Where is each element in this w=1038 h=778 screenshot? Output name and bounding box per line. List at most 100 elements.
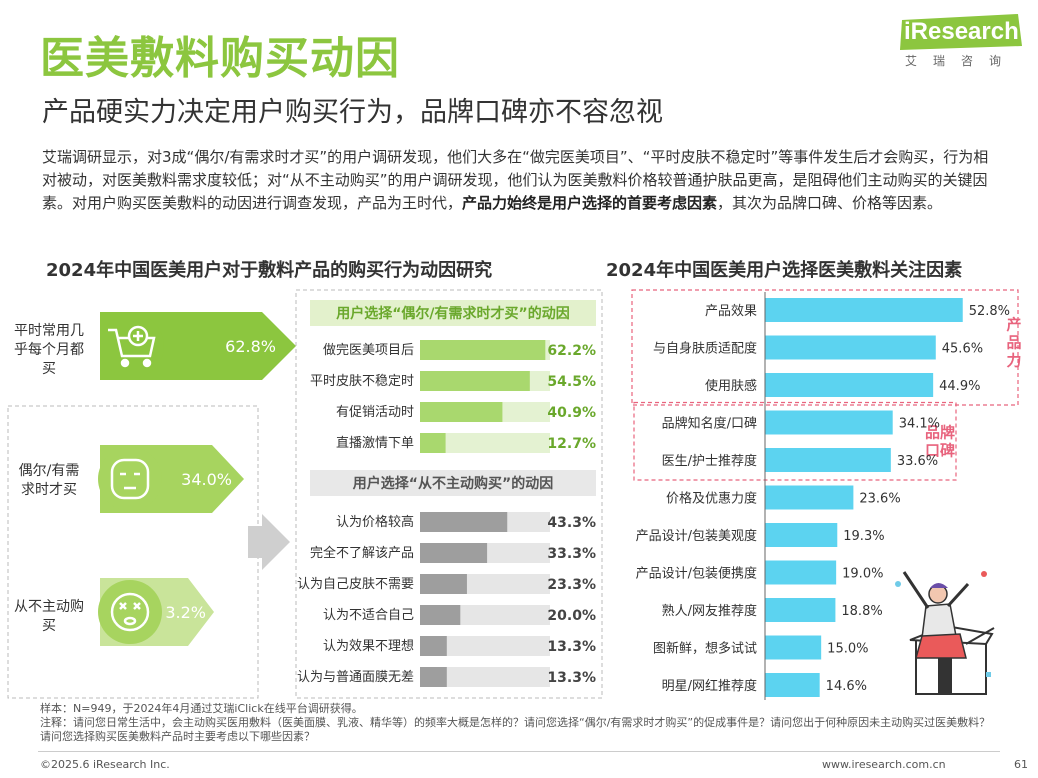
reasons-panel: 用户选择“偶尔/有需求时才买”的动因 用户选择“从不主动购买”的动因 做完医美项… — [295, 289, 603, 699]
segment-never: 3.2% — [98, 578, 214, 646]
never-reason-value: 20.0% — [547, 608, 596, 624]
factor-label: 产品效果 — [705, 304, 757, 319]
never-reason-bar — [420, 667, 447, 687]
factor-bar — [765, 448, 891, 472]
intro-paragraph: 艾瑞调研显示，对3成“偶尔/有需求时才买”的用户调研发现，他们大多在“做完医美项… — [42, 146, 1002, 215]
question-note: 注释：请问您日常生活中，会主动购买医用敷料（医美面膜、乳液、精华等）的频率大概是… — [40, 716, 991, 743]
iresearch-logo: iResearch 艾瑞咨询 — [900, 14, 1022, 70]
never-reason-label: 完全不了解该产品 — [310, 545, 414, 561]
factor-value: 15.0% — [827, 642, 868, 657]
occasional-reason-label: 平时皮肤不稳定时 — [310, 373, 414, 389]
segment-icon-bg-3 — [98, 580, 162, 644]
footer-notes: 样本：N=949，于2024年4月通过艾瑞iClick在线平台调研获得。 注释：… — [40, 702, 1000, 744]
segment-icon-bg-1 — [100, 314, 164, 378]
factor-value: 23.6% — [859, 492, 900, 507]
never-title: 用户选择“从不主动购买”的动因 — [353, 475, 553, 492]
page-title: 医美敷料购买动因 — [40, 33, 400, 84]
factor-value: 18.8% — [841, 604, 882, 619]
factor-bar — [765, 410, 893, 435]
occasional-title-bg — [310, 300, 596, 326]
factor-bar — [765, 560, 837, 585]
occasional-reason-bar — [420, 371, 530, 391]
flow-arrow — [248, 514, 290, 570]
factor-label: 产品设计/包装美观度 — [636, 528, 757, 544]
factor-value: 34.1% — [899, 417, 940, 432]
left-section-title: 2024年中国医美用户对于敷料产品的购买行为动因研究 — [46, 260, 493, 281]
occasional-reason-value: 12.7% — [547, 436, 596, 452]
occasional-reason-track — [420, 433, 550, 453]
factor-bar — [765, 485, 854, 510]
never-reason-track — [420, 667, 550, 687]
segment-regular: 62.8% — [100, 312, 296, 380]
occasional-reason-value: 40.9% — [547, 405, 596, 421]
segment-label-3: 从不主动购买 — [14, 599, 84, 634]
never-bars: 认为价格较高 43.3% 完全不了解该产品 33.3% 认为自己皮肤不需要 23.3% 认为… — [297, 512, 596, 687]
factor-group-box — [631, 289, 1019, 406]
segment-value-2: 34.0% — [181, 470, 232, 489]
factor-label: 品牌知名度/口碑 — [662, 416, 757, 432]
intro-text-2: ，其次为品牌口碑、价格等因素。 — [717, 194, 943, 212]
never-reason-value: 13.3% — [547, 639, 596, 655]
factor-label: 价格及优惠力度 — [666, 491, 757, 507]
never-reason-value: 23.3% — [547, 577, 596, 593]
factor-label: 图新鲜，想多试试 — [653, 641, 757, 657]
never-reason-label: 认为与普通面膜无差 — [297, 670, 414, 685]
logo-badge — [900, 14, 1022, 50]
logo-subtitle: 艾瑞咨询 — [904, 54, 1017, 68]
factor-bar — [765, 598, 836, 622]
factor-group-box — [633, 401, 957, 481]
intro-text-1: 艾瑞调研显示，对3成“偶尔/有需求时才买”的用户调研发现，他们大多在“做完医美项… — [42, 148, 989, 212]
never-reason-track — [420, 636, 550, 656]
segment-panel: 62.8% 34.0% 3.2% — [7, 312, 296, 699]
factor-value: 45.6% — [942, 342, 983, 357]
segment-label-1: 平时常用几乎每个月都买 — [14, 323, 84, 377]
never-title-bg — [310, 470, 596, 496]
never-reason-bar — [420, 605, 461, 625]
occasional-title: 用户选择“偶尔/有需求时才买”的动因 — [336, 305, 570, 322]
occasional-reason-value: 62.2% — [547, 343, 596, 359]
factor-label: 与自身肤质适配度 — [653, 341, 757, 357]
logo-brand: iResearch — [904, 18, 1019, 45]
page-subtitle: 产品硬实力决定用户购买行为，品牌口碑亦不容忽视 — [42, 97, 663, 128]
occasional-reason-bar — [420, 340, 546, 360]
factor-label: 明星/网红推荐度 — [662, 678, 757, 694]
never-reason-bar — [420, 543, 488, 563]
shopping-cart-icon — [108, 325, 156, 368]
factor-value: 19.3% — [843, 529, 884, 544]
segment-value-3: 3.2% — [165, 603, 206, 622]
factor-value: 14.6% — [826, 679, 867, 694]
never-reason-value: 33.3% — [547, 546, 596, 562]
right-chart-title: 2024年中国医美用户选择医美敷料关注因素 — [606, 260, 963, 281]
girl-gift-illustration — [895, 571, 995, 695]
factor-bar — [765, 673, 820, 697]
factor-group-label: 品牌口碑 — [925, 423, 955, 459]
never-reason-value: 43.3% — [547, 515, 596, 531]
factor-value: 52.8% — [969, 304, 1010, 319]
never-reason-label: 认为不适合自己 — [323, 608, 414, 623]
page-number: 61 — [1014, 758, 1028, 771]
never-reason-label: 认为效果不理想 — [323, 638, 414, 654]
never-reason-bar — [420, 636, 447, 656]
occasional-bars: 做完医美项目后 62.2% 平时皮肤不稳定时 54.5% 有促销活动时 40.9% 直播激情… — [310, 340, 596, 453]
occasional-reason-label: 直播激情下单 — [336, 436, 414, 451]
segment-occasional: 34.0% — [98, 445, 244, 513]
segment-icon-bg-2 — [98, 447, 162, 511]
never-reason-bar — [420, 574, 467, 594]
copyright: ©2025.6 iResearch Inc. — [40, 758, 170, 771]
site-url: www.iresearch.com.cn — [822, 758, 946, 771]
occasional-reason-bar — [420, 402, 503, 422]
factor-value: 33.6% — [897, 454, 938, 469]
segment-value-1: 62.8% — [225, 337, 276, 356]
dizzy-face-icon — [110, 592, 150, 632]
sample-note: 样本：N=949，于2024年4月通过艾瑞iClick在线平台调研获得。 — [40, 702, 363, 715]
factor-bar — [765, 335, 936, 360]
factor-bar — [765, 298, 963, 322]
factor-bar — [765, 523, 838, 547]
never-reason-label: 认为价格较高 — [336, 514, 414, 530]
factor-value: 44.9% — [939, 379, 980, 394]
factor-group-label: 产品力 — [1006, 316, 1021, 370]
factor-bar — [765, 373, 934, 397]
occasional-reason-value: 54.5% — [547, 374, 596, 390]
